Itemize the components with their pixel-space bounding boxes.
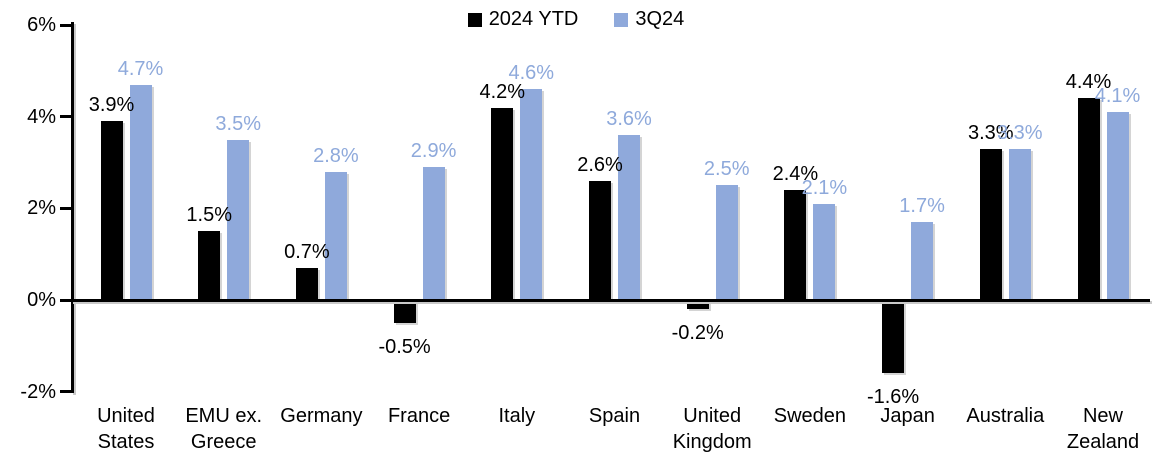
category-label-spain: Spain <box>588 405 641 427</box>
chart-legend: 2024 YTD 3Q24 <box>0 8 1152 31</box>
category-label-new-zealand: New Zealand <box>1066 405 1140 453</box>
category-label-australia: Australia <box>966 405 1045 427</box>
bar-3q24-australia <box>1008 148 1031 300</box>
y-tick-label: 2% <box>27 197 56 220</box>
bar-3q24-france <box>422 167 445 300</box>
bar-2024-ytd-japan <box>882 302 905 374</box>
value-label-3q24-germany: 2.8% <box>313 144 359 167</box>
legend-swatch-icon <box>467 12 482 27</box>
legend-swatch-icon <box>614 12 629 27</box>
y-tick-label: 6% <box>27 14 56 36</box>
value-label-3q24-japan: 1.7% <box>899 195 945 218</box>
value-label-2024-ytd-france: -0.5% <box>378 335 431 358</box>
bar-2024-ytd-united-states <box>100 121 123 300</box>
value-label-3q24-united-states: 4.7% <box>117 57 164 80</box>
category-label-italy: Italy <box>498 405 536 427</box>
legend-label: 2024 YTD <box>488 8 579 30</box>
y-tick-mark <box>60 115 72 119</box>
bar-2024-ytd-united-kingdom <box>686 302 709 310</box>
value-label-3q24-united-kingdom: 2.5% <box>703 158 750 181</box>
bar-3q24-emu-ex-greece <box>227 139 250 300</box>
y-tick-label: -2% <box>20 380 56 403</box>
value-label-3q24-italy: 4.6% <box>508 62 555 85</box>
bar-2024-ytd-australia <box>979 148 1002 300</box>
y-tick-label: 0% <box>27 289 56 311</box>
value-label-3q24-france: 2.9% <box>410 140 457 163</box>
value-label-2024-ytd-australia: 3.3% <box>968 121 1014 144</box>
value-label-2024-ytd-new-zealand: 4.4% <box>1065 71 1112 94</box>
bar-3q24-japan <box>911 222 934 300</box>
value-label-3q24-australia: 3.3% <box>997 121 1043 144</box>
bar-3q24-spain <box>618 135 640 300</box>
bar-3q24-italy <box>520 89 543 300</box>
value-label-3q24-new-zealand: 4.1% <box>1094 85 1141 108</box>
legend-item-2024-ytd: 2024 YTD <box>467 8 579 31</box>
bar-2024-ytd-emu-ex-greece <box>198 231 221 300</box>
value-label-2024-ytd-sweden: 2.4% <box>772 163 819 185</box>
y-tick-mark <box>60 23 72 27</box>
category-label-emu-ex-greece: EMU ex. Greece <box>185 405 263 453</box>
category-label-united-states: United States <box>97 405 155 453</box>
value-label-2024-ytd-united-states: 3.9% <box>88 94 135 117</box>
value-label-2024-ytd-germany: 0.7% <box>284 240 330 263</box>
legend-label: 3Q24 <box>635 8 685 30</box>
y-tick-label: 4% <box>27 105 56 128</box>
value-label-2024-ytd-italy: 4.2% <box>479 80 526 103</box>
bar-2024-ytd-italy <box>491 107 514 300</box>
category-label-sweden: Sweden <box>773 405 847 427</box>
category-label-france: France <box>387 405 451 427</box>
category-label-japan: Japan <box>880 405 935 427</box>
value-label-3q24-emu-ex-greece: 3.5% <box>215 112 261 135</box>
value-label-2024-ytd-spain: 2.6% <box>577 153 623 176</box>
bar-2024-ytd-sweden <box>784 190 807 300</box>
value-label-2024-ytd-emu-ex-greece: 1.5% <box>186 204 232 227</box>
bar-3q24-new-zealand <box>1106 112 1129 300</box>
bar-2024-ytd-new-zealand <box>1077 98 1100 300</box>
value-label-2024-ytd-united-kingdom: -0.2% <box>671 322 724 345</box>
category-label-united-kingdom: United Kingdom <box>672 405 752 453</box>
bar-2024-ytd-france <box>393 302 416 323</box>
y-tick-mark <box>60 206 72 210</box>
value-label-3q24-sweden: 2.1% <box>801 176 848 199</box>
bar-2024-ytd-germany <box>295 267 318 300</box>
bar-2024-ytd-spain <box>589 180 611 300</box>
category-label-germany: Germany <box>280 405 363 427</box>
bar-3q24-germany <box>324 171 347 300</box>
x-axis-line <box>71 299 1150 302</box>
bar-3q24-united-kingdom <box>715 185 738 300</box>
y-tick-mark <box>60 390 72 394</box>
y-axis-line <box>71 22 74 393</box>
value-label-3q24-spain: 3.6% <box>606 108 652 130</box>
bar-3q24-united-states <box>129 84 152 300</box>
bar-3q24-sweden <box>813 203 836 300</box>
y-tick-mark <box>60 298 72 302</box>
value-label-2024-ytd-japan: -1.6% <box>866 386 920 409</box>
legend-item-3q24: 3Q24 <box>614 8 684 31</box>
